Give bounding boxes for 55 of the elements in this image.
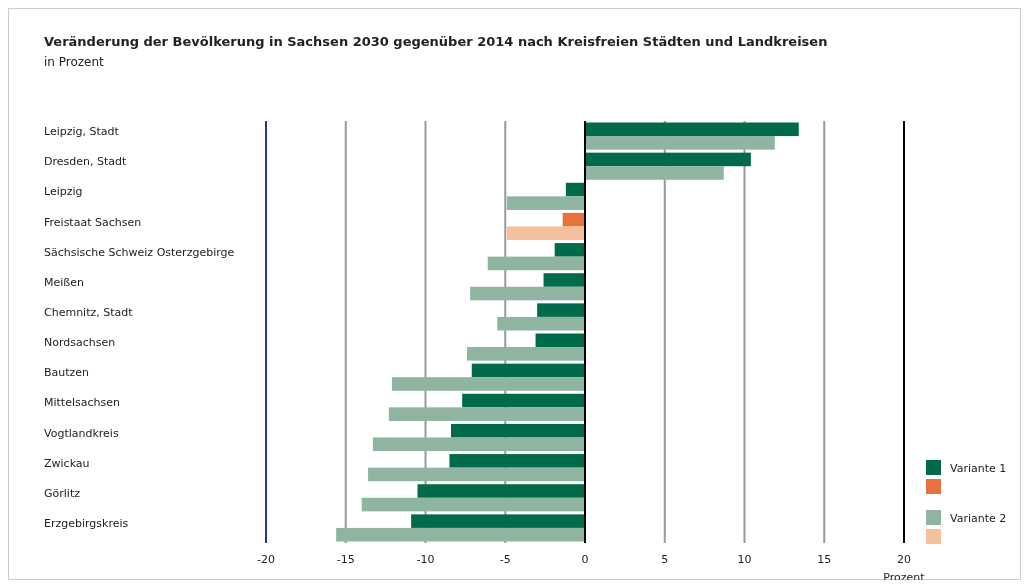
bar [388, 407, 585, 421]
x-tick-label: -20 [257, 553, 275, 566]
x-tick-label: -10 [416, 553, 435, 566]
bar [565, 182, 585, 197]
bar [417, 484, 585, 498]
y-tick-label: Zwickau [44, 456, 90, 470]
y-tick-label: Mittelsachsen [44, 396, 120, 410]
bar [487, 256, 585, 271]
legend-label: Variante 1 [950, 462, 1007, 475]
bar [585, 122, 799, 137]
x-tick-label: 15 [817, 553, 832, 566]
text: in Prozent [44, 55, 105, 69]
bar [543, 273, 585, 287]
y-tick-label: Sächsische Schweiz Osterzgebirge [44, 245, 235, 259]
bar [462, 393, 585, 408]
bar [506, 196, 585, 210]
y-tick-label: Leipzig [44, 185, 83, 199]
x-tick-label: 0 [581, 553, 589, 566]
y-tick-label: Görlitz [44, 486, 81, 500]
bar [585, 152, 751, 167]
bar [336, 527, 585, 542]
y-tick-label: Dresden, Stadt [44, 155, 127, 169]
bar [471, 363, 585, 378]
bar [585, 136, 775, 150]
y-tick-label: Bautzen [44, 366, 90, 380]
bar [392, 377, 585, 391]
x-tick-label: 5 [661, 553, 669, 566]
bar [554, 243, 585, 257]
x-tick-label: 10 [737, 553, 752, 566]
y-tick-label: Erzgebirgskreis [44, 516, 129, 530]
bar [497, 316, 585, 331]
y-tick-label: Freistaat Sachsen [44, 215, 142, 229]
bar [506, 226, 585, 241]
bar [361, 497, 585, 512]
y-tick-label: Meißen [44, 275, 85, 289]
x-tick-label: 20 [897, 553, 911, 566]
x-tick-label: -15 [336, 553, 355, 566]
bar [535, 333, 585, 348]
y-tick-label: Leipzig, Stadt [44, 125, 120, 139]
bar [585, 166, 724, 180]
bar [449, 454, 585, 468]
bar [537, 303, 585, 317]
bar [451, 423, 585, 438]
legend-label: Variante 2 [950, 512, 1007, 525]
bar [466, 347, 585, 361]
x-tick-label: -5 [499, 553, 511, 566]
bar [368, 467, 585, 482]
bar [470, 286, 585, 301]
bar [562, 212, 585, 227]
y-tick-label: Vogtlandkreis [44, 426, 119, 440]
bar [411, 514, 585, 528]
chart-title: Veränderung der Bevölkerung in Sachsen 2030 gegenüber 2014 nach Kreisfreien Städten und Landkreisen [44, 34, 828, 49]
y-tick-label: Nordsachsen [44, 336, 116, 350]
bar [372, 437, 585, 452]
y-tick-label: Chemnitz, Stadt [44, 305, 134, 319]
